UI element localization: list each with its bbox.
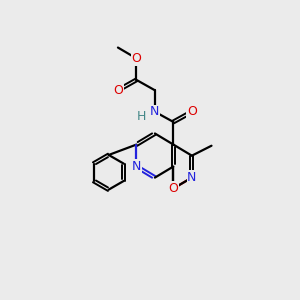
Text: N: N [150,105,160,118]
Text: O: O [168,182,178,195]
Text: O: O [113,84,123,97]
Text: N: N [187,171,196,184]
Text: H: H [136,110,146,123]
Text: O: O [131,52,141,65]
Text: N: N [132,160,141,173]
Text: O: O [187,105,197,118]
